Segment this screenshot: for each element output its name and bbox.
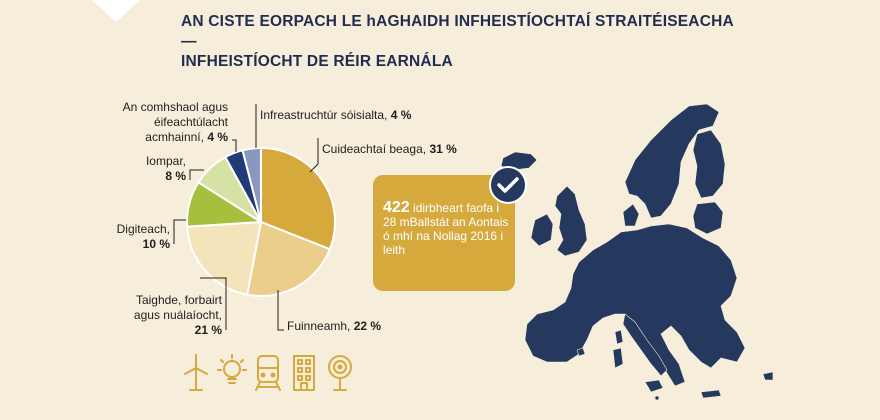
pie-slice-1 (245, 220, 332, 297)
checkmark-icon (489, 166, 527, 204)
label-energy-pct: 22 % (353, 319, 382, 333)
callout-big-number: 422 (383, 199, 410, 216)
map-denmark (622, 203, 640, 227)
map-continent (524, 223, 746, 387)
map-sardinia (612, 347, 624, 369)
map-great-britain (554, 185, 588, 257)
label-transport-text: Iompar, (145, 154, 186, 168)
map-crete (700, 389, 722, 399)
label-digital-pct: 10 % (142, 237, 170, 251)
map-finland (692, 129, 726, 199)
label-small-companies-text: Cuideachtaí beaga, (322, 142, 427, 156)
map-cyprus (762, 371, 774, 381)
chart-title-line-1: AN CISTE EORPACH LE hAGHAIDH INFHEISTÍOC… (181, 13, 734, 50)
pie-slice-2 (186, 220, 263, 296)
label-social-infrastructure-pct: 4 % (390, 108, 412, 122)
map-italy (622, 313, 668, 377)
map-corsica (614, 329, 624, 345)
label-environment-text: An comhshaol agus éifeachtúlacht acmhain… (122, 100, 228, 144)
leader-line-energy (277, 290, 284, 331)
map-scandinavia (624, 103, 720, 219)
label-environment-pct: 4 % (207, 130, 228, 144)
approved-transactions-callout: 422 idirbheart faofa i 28 mBallstát an A… (373, 175, 515, 291)
label-research-text: Taighde, forbairt agus nuálaíocht, (133, 293, 222, 322)
leader-line-environment (232, 139, 237, 152)
label-digital-text: Digiteach, (116, 222, 170, 236)
map-baltics (692, 201, 724, 235)
europe-map (500, 103, 774, 401)
leader-line-digital (173, 219, 186, 244)
label-social-infrastructure-text: Infreastruchtúr sóisialta, (260, 108, 388, 122)
label-environment: An comhshaol agus éifeachtúlacht acmhain… (108, 100, 228, 145)
map-malta (654, 395, 660, 401)
leader-line-research (200, 277, 227, 330)
leader-line-transport (189, 169, 204, 180)
chart-title-line-2: INFHEISTÍOCHT DE RÉIR EARNÁLA (181, 53, 453, 70)
pie-slice-0 (260, 146, 336, 251)
label-digital: Digiteach, 10 % (100, 222, 170, 252)
wind-turbine-icon (184, 354, 208, 391)
building-icon (293, 355, 315, 391)
callout-description: idirbheart faofa i 28 mBallstát an Aonta… (383, 201, 509, 257)
leader-lines (173, 104, 319, 331)
label-social-infrastructure: Infreastruchtúr sóisialta, 4 % (260, 108, 411, 123)
pie-slice-6 (241, 146, 262, 223)
pie-slices (186, 146, 336, 297)
callout-text: 422 idirbheart faofa i 28 mBallstát an A… (383, 199, 511, 258)
label-research-pct: 21 % (194, 323, 222, 337)
map-ireland (530, 213, 554, 247)
satellite-dish-icon (328, 355, 352, 391)
label-transport-pct: 8 % (165, 169, 186, 183)
leader-line-small-companies (309, 138, 319, 173)
label-energy-text: Fuinneamh, (287, 319, 351, 333)
label-small-companies-pct: 31 % (429, 142, 457, 156)
label-research: Taighde, forbairt agus nuálaíocht, 21 % (118, 293, 222, 338)
map-iceland (500, 151, 538, 171)
map-sicily (644, 379, 664, 393)
label-transport: Iompar, 8 % (120, 154, 186, 184)
label-small-companies: Cuideachtaí beaga, 31 % (322, 142, 457, 157)
lightbulb-icon (217, 354, 247, 384)
train-icon (255, 355, 281, 391)
label-energy: Fuinneamh, 22 % (287, 319, 381, 334)
corner-notch-decoration (92, 0, 140, 22)
sector-icons (184, 354, 352, 391)
map-balearics (576, 347, 586, 357)
chart-title: AN CISTE EORPACH LE hAGHAIDH INFHEISTÍOC… (181, 12, 741, 72)
